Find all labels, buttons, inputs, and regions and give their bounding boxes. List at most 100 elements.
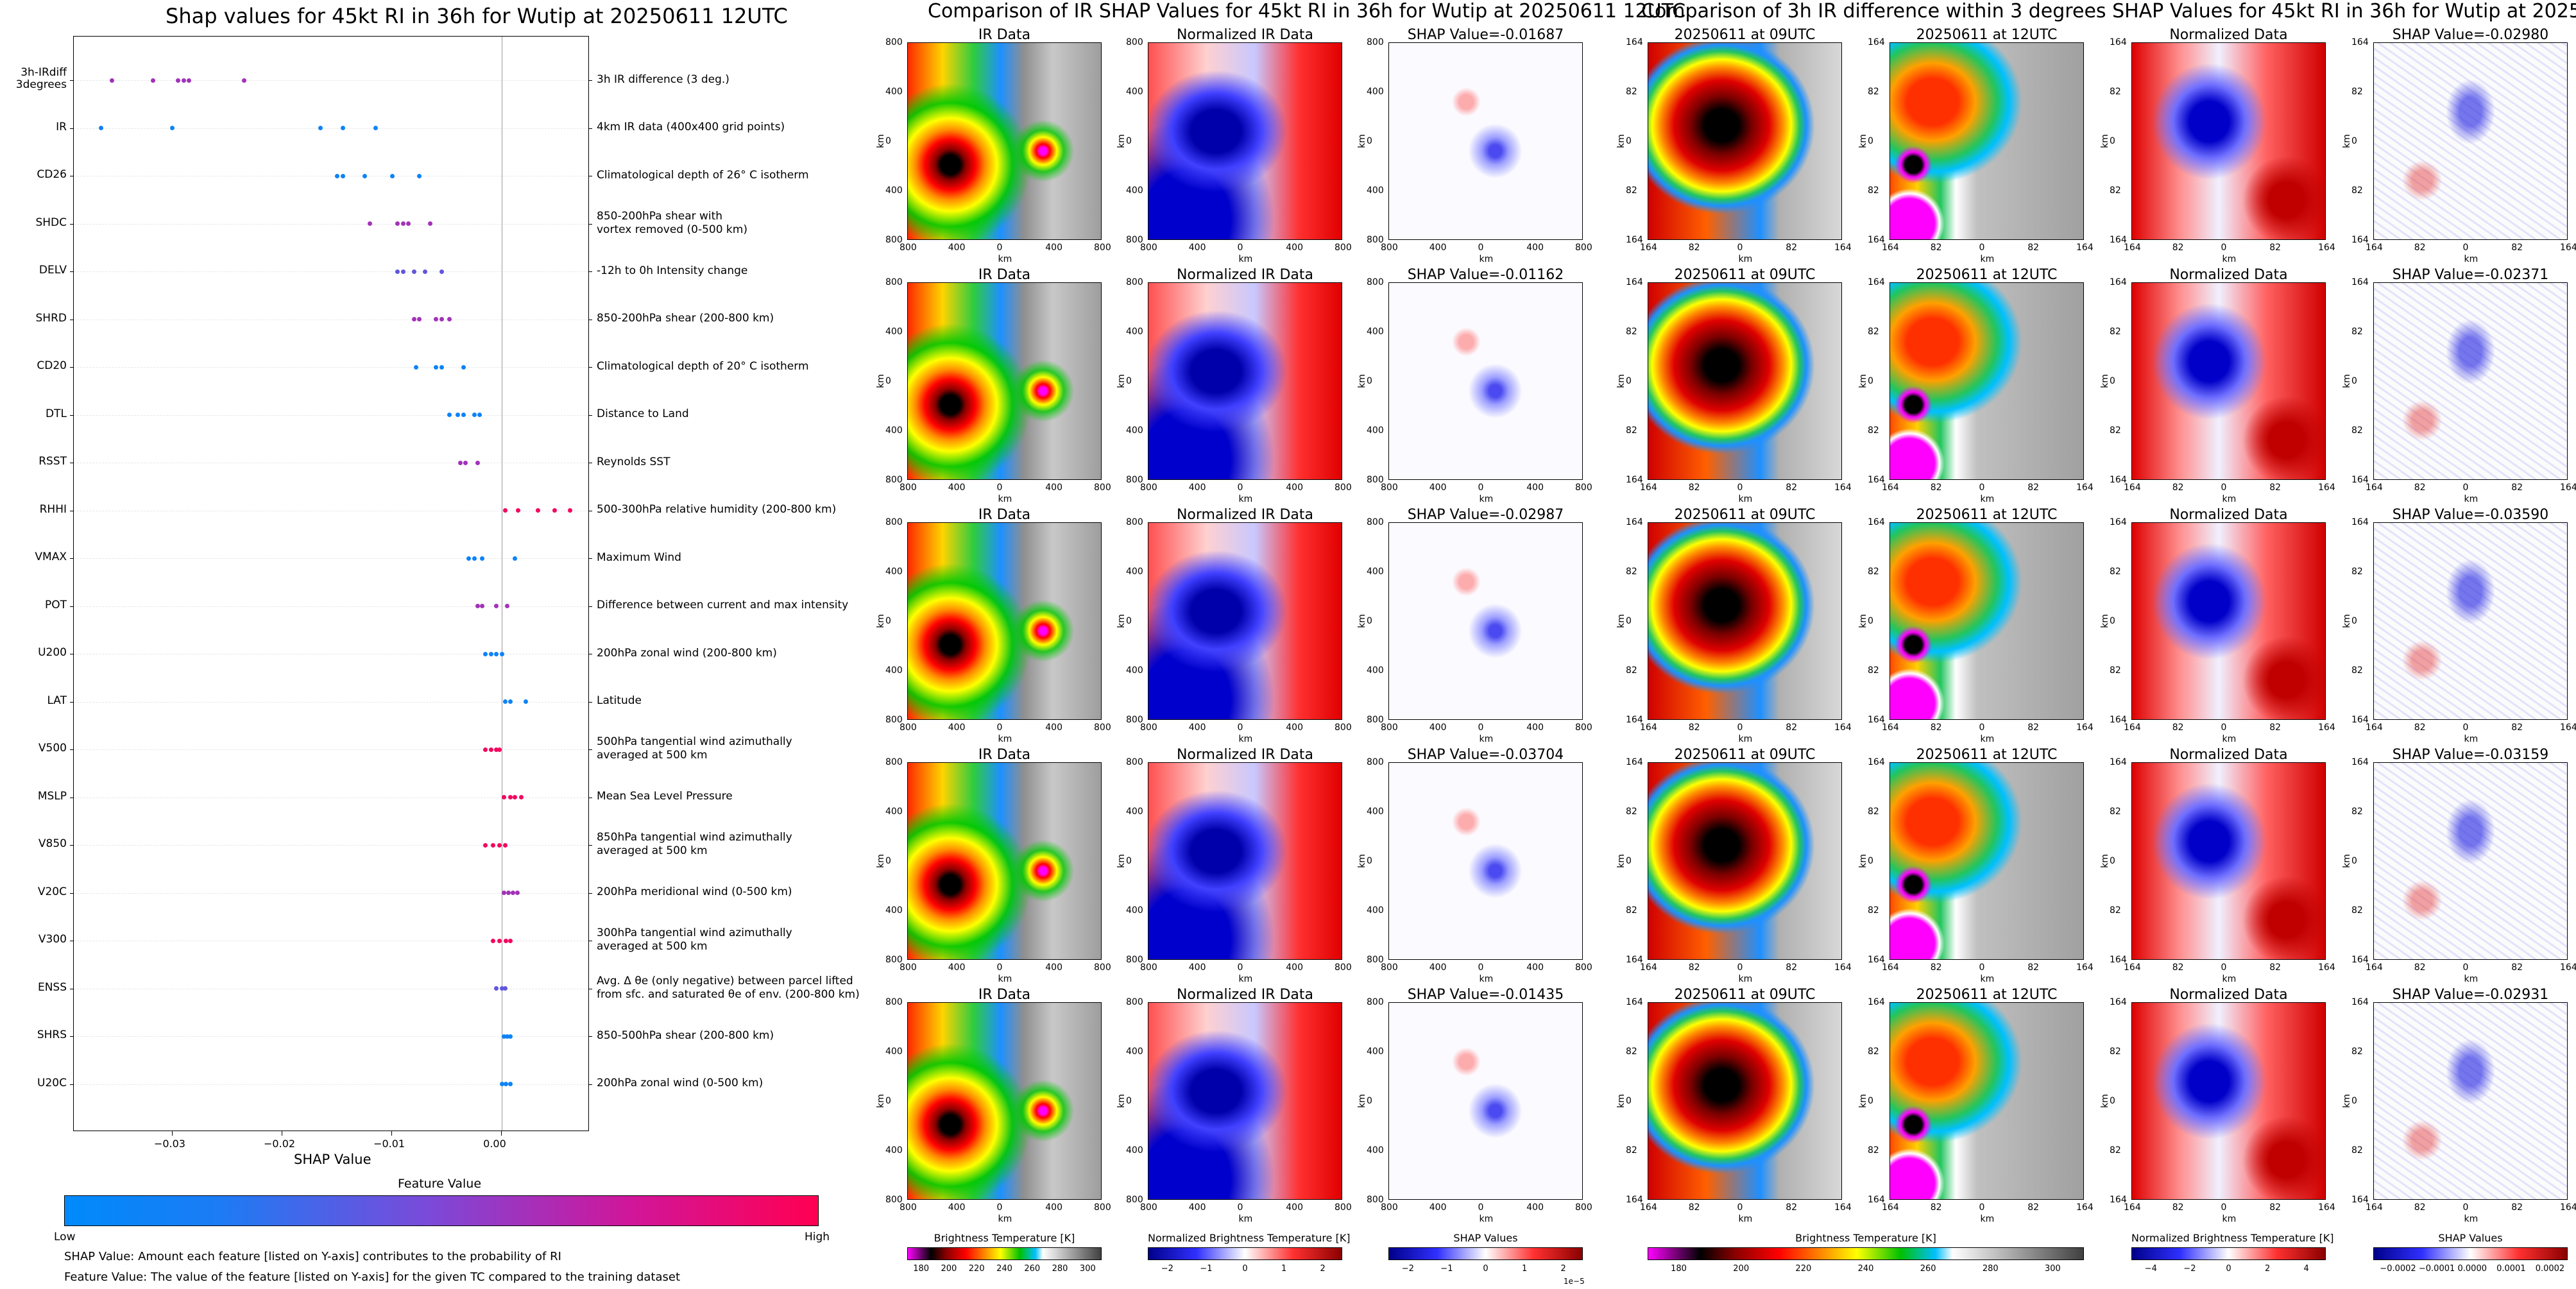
feature-description-line: 300hPa tangential wind azimuthally: [597, 926, 792, 939]
x-tick-label: 82: [1786, 482, 1798, 493]
colorbar-tick-label: 240: [1857, 1264, 1874, 1274]
shap-point: [488, 651, 493, 656]
y-tick-label: 0: [1626, 856, 1632, 866]
beeswarm-plot-area: [70, 36, 592, 1131]
shap-point: [504, 1082, 509, 1086]
y-tick-label: 0: [885, 376, 891, 386]
shap-point: [472, 556, 477, 561]
x-tick-label: 800: [1335, 722, 1352, 733]
y-tick-label: 82: [2351, 567, 2363, 577]
x-tick-label: 0: [2462, 1202, 2469, 1213]
row-gridline: [74, 128, 588, 129]
colorbar: [1388, 1247, 1583, 1260]
x-tick-label: 164: [1882, 482, 1899, 493]
data-heatmap: [1648, 42, 1842, 240]
y-tick-label: 164: [2110, 277, 2127, 287]
y-tick-label: 164: [2110, 1195, 2127, 1205]
y-tick-label: 0: [1126, 376, 1132, 386]
x-tick-label: 164: [1640, 962, 1657, 973]
y-tick-mark: [588, 271, 592, 272]
shap-point: [400, 269, 405, 274]
y-tick-label: 800: [1126, 517, 1143, 527]
x-tick-label: 800: [1094, 722, 1111, 733]
y-tick-label: 164: [1626, 37, 1643, 47]
shap-point: [502, 1034, 507, 1039]
x-tick-label: 400: [1188, 962, 1206, 973]
panel-title: 20250611 at 09UTC: [1674, 507, 1816, 523]
data-heatmap: [2131, 1002, 2326, 1200]
x-tick-label: −0.01: [373, 1138, 405, 1150]
x-tick-label: 400: [1045, 1202, 1062, 1213]
y-tick-label: 400: [885, 1046, 903, 1057]
y-tick-label: 400: [1367, 327, 1384, 337]
panel-title: Normalized Data: [2169, 267, 2288, 283]
y-tick-label: 164: [1626, 277, 1643, 287]
y-tick-label: 400: [1367, 905, 1384, 916]
y-tick-mark: [70, 558, 74, 559]
y-axis-label: km: [2099, 374, 2110, 388]
shap-point: [389, 173, 395, 178]
x-tick-label: 0: [1737, 482, 1743, 493]
y-tick-mark: [70, 271, 74, 272]
y-tick-label: 400: [1126, 185, 1143, 196]
y-tick-label: 82: [2110, 665, 2121, 676]
y-tick-label: 164: [1868, 715, 1885, 725]
panel-title: Normalized IR Data: [1176, 747, 1314, 763]
colorbar-tick-label: 200: [1733, 1264, 1750, 1274]
x-tick-label: 400: [1045, 722, 1062, 733]
y-axis-label: km: [2099, 614, 2110, 628]
shap-point: [373, 126, 378, 130]
colorbar-label: Normalized Brightness Temperature [K]: [1148, 1232, 1351, 1244]
y-tick-label: 400: [885, 425, 903, 436]
y-tick-label: 0: [1126, 136, 1132, 146]
x-axis-label: km: [1980, 494, 1995, 504]
x-tick-mark: [501, 1131, 502, 1136]
shap-heatmap: [1388, 1002, 1583, 1200]
y-tick-label: 82: [1868, 87, 1879, 97]
x-tick-label: 82: [1930, 243, 1942, 253]
row-gridline: [74, 414, 588, 416]
feature-description-line: 200hPa zonal wind (200-800 km): [597, 646, 777, 660]
x-tick-label: 82: [1688, 243, 1700, 253]
feature-code-label: CD26: [37, 169, 67, 181]
ir-comparison-title: Comparison of IR SHAP Values for 45kt RI…: [928, 0, 1686, 22]
x-axis-label: km: [1738, 734, 1753, 744]
y-tick-mark: [588, 1084, 592, 1085]
shap-point: [482, 747, 488, 752]
x-axis-label: km: [1238, 254, 1253, 264]
shap-heatmap: [2373, 522, 2568, 720]
feature-code-label: RSST: [38, 456, 67, 468]
y-tick-mark: [588, 558, 592, 559]
x-tick-label: 0: [2221, 482, 2227, 493]
x-axis-label: km: [1238, 974, 1253, 984]
x-tick-label: 400: [1286, 1202, 1303, 1213]
data-heatmap: [1648, 762, 1842, 960]
shap-heatmap: [2373, 42, 2568, 240]
shap-point: [456, 413, 461, 417]
shap-point: [513, 556, 518, 561]
shap-point: [494, 651, 499, 656]
y-tick-label: 400: [1126, 87, 1143, 97]
shap-panel-title: SHAP Value=-0.01162: [1407, 267, 1564, 283]
data-heatmap: [907, 762, 1102, 960]
x-tick-label: 164: [2560, 962, 2576, 973]
y-axis-label: km: [2099, 854, 2110, 868]
x-tick-label: 164: [1882, 243, 1899, 253]
y-tick-label: 82: [2351, 665, 2363, 676]
x-tick-label: 0: [1979, 962, 1985, 973]
x-tick-label: 800: [1094, 243, 1111, 253]
shap-point: [505, 1034, 510, 1039]
x-tick-label: 400: [948, 243, 966, 253]
feature-code-line: RHHI: [39, 502, 67, 516]
y-tick-label: 800: [1367, 277, 1384, 287]
x-tick-label: 400: [1526, 722, 1544, 733]
y-axis-label: km: [1116, 374, 1127, 388]
shap-point: [494, 604, 499, 608]
x-tick-label: 82: [2172, 962, 2184, 973]
data-heatmap: [1148, 1002, 1342, 1200]
colorbar-tick-label: 260: [1920, 1264, 1936, 1274]
x-tick-label: 164: [2076, 962, 2094, 973]
shap-point: [497, 938, 502, 943]
y-tick-label: 164: [1868, 277, 1885, 287]
y-tick-mark: [588, 701, 592, 703]
